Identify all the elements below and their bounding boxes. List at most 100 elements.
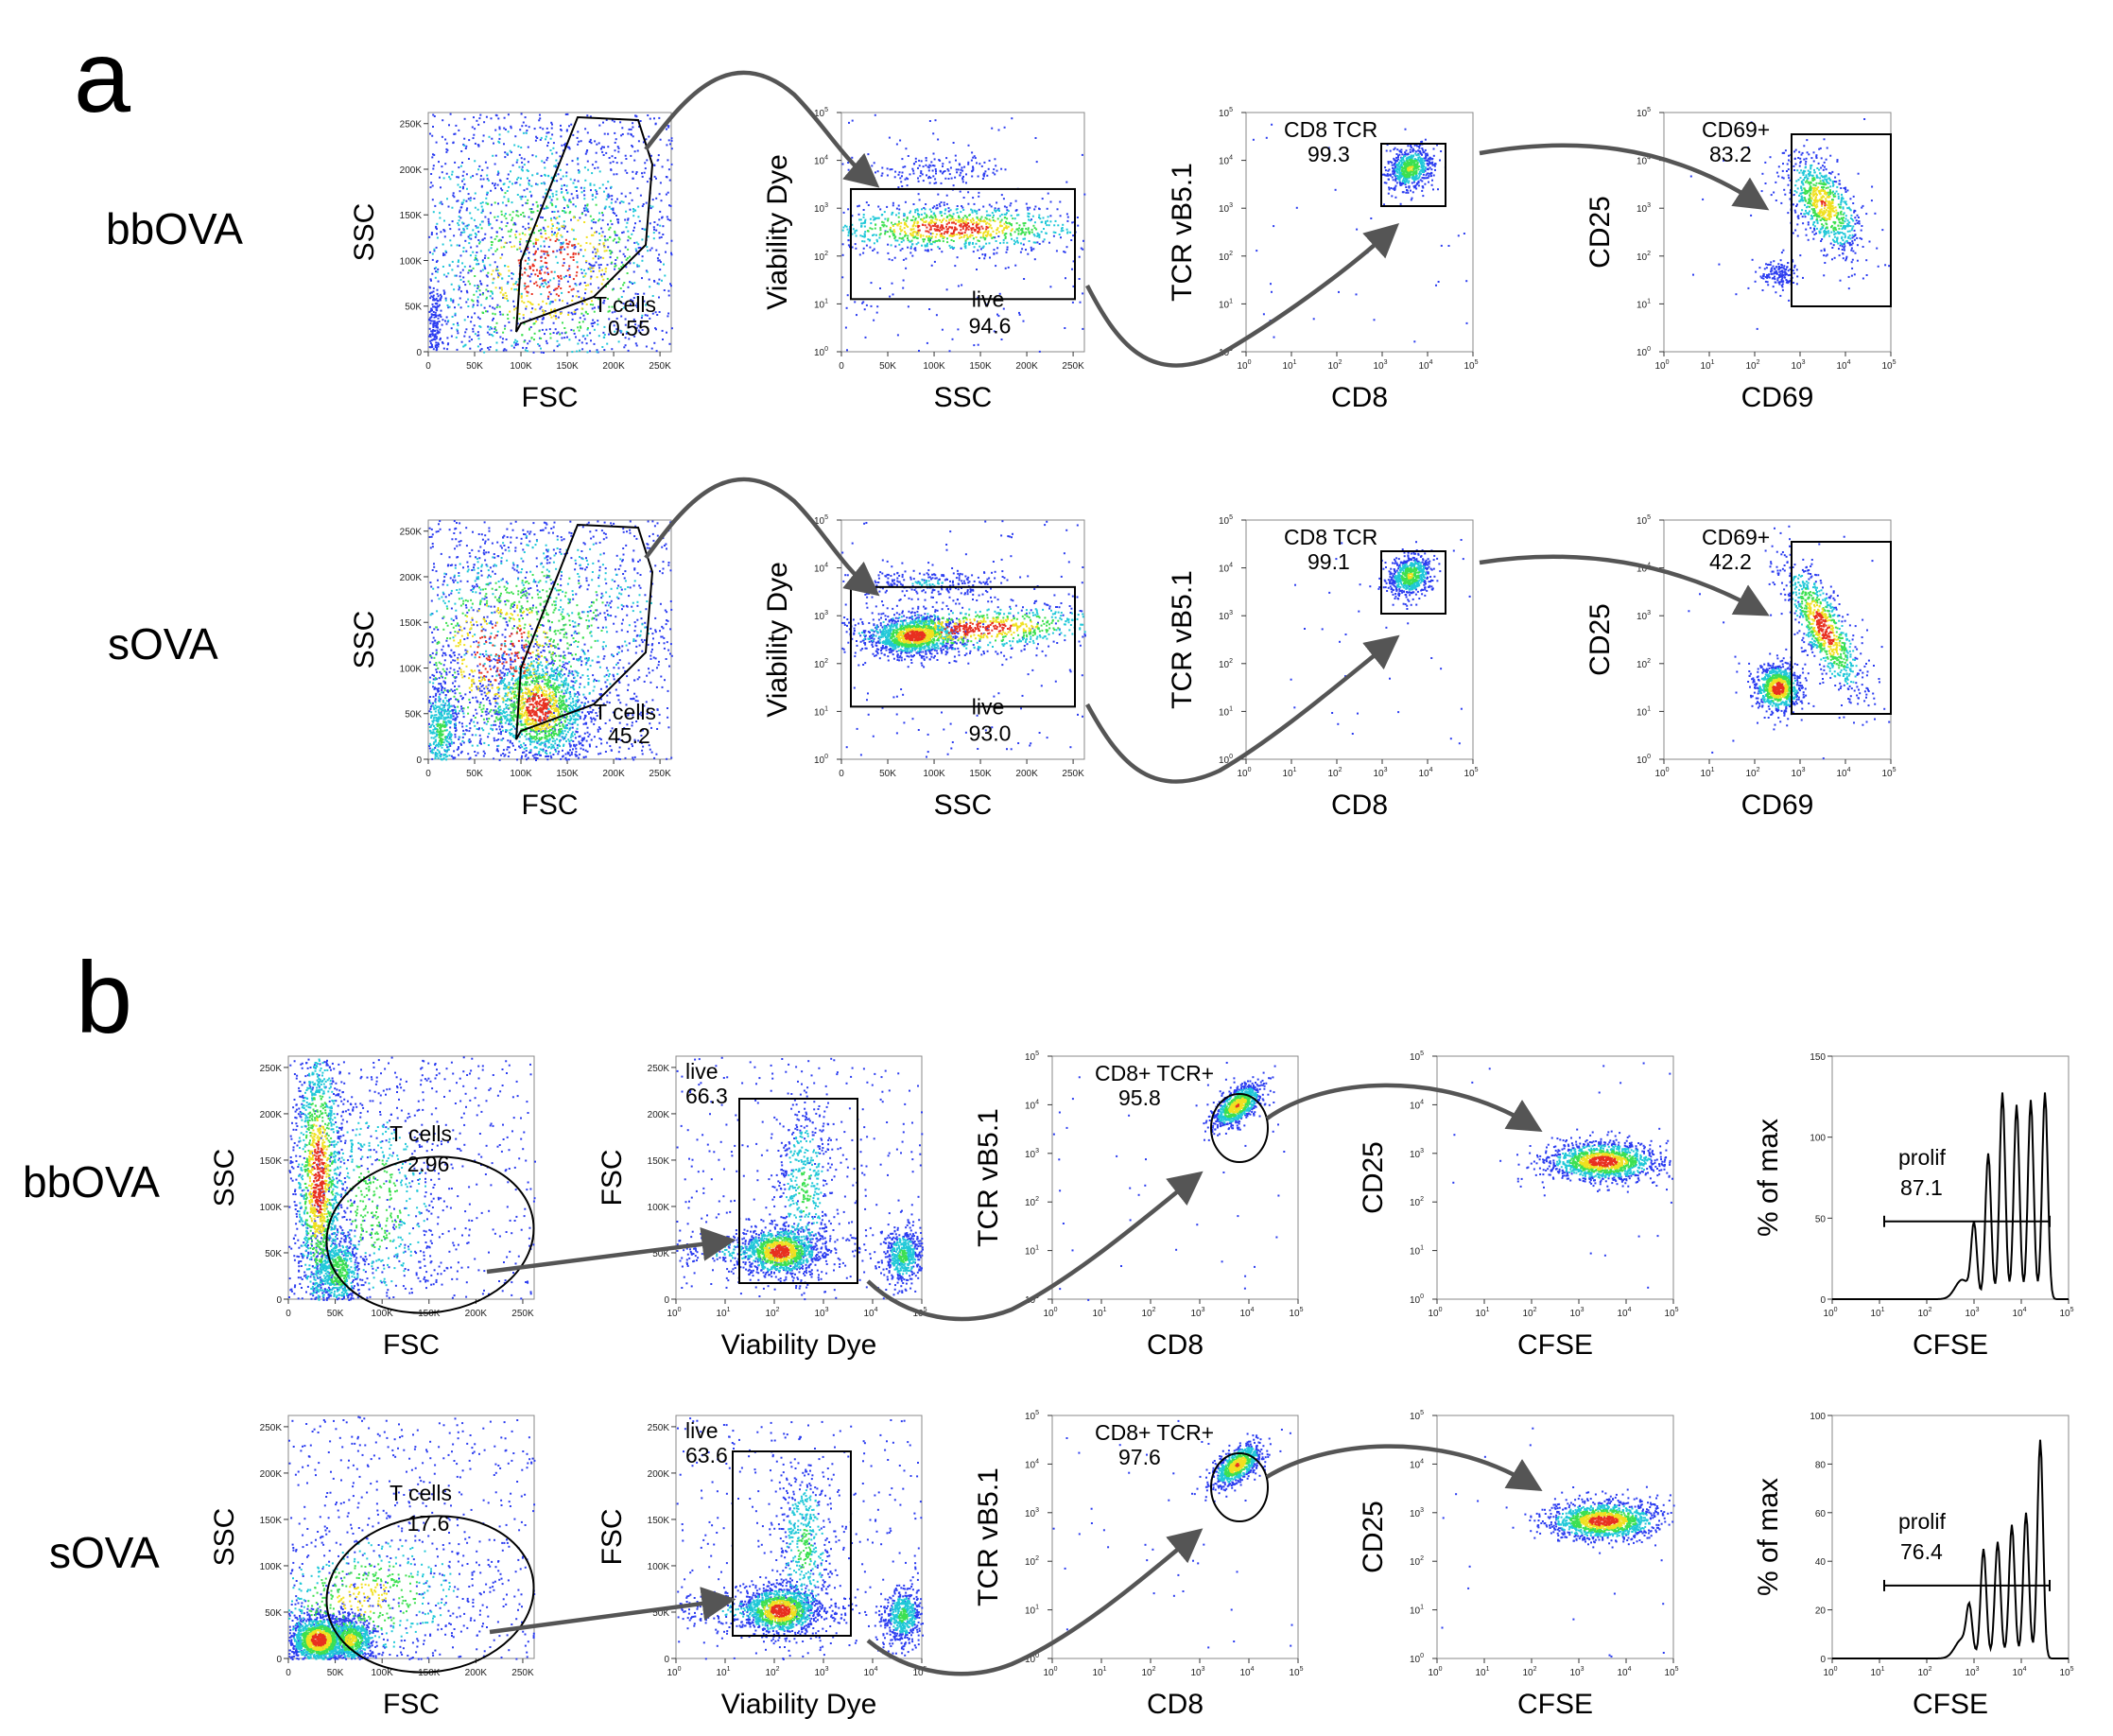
data-point bbox=[892, 204, 894, 207]
data-point bbox=[601, 218, 604, 221]
data-point bbox=[904, 178, 907, 181]
data-point bbox=[509, 149, 511, 152]
data-point bbox=[567, 311, 570, 314]
data-point bbox=[927, 165, 929, 168]
data-point bbox=[667, 159, 669, 162]
data-point bbox=[1831, 247, 1834, 249]
data-point bbox=[903, 218, 905, 221]
data-point bbox=[865, 201, 868, 204]
data-point bbox=[984, 170, 987, 173]
data-point bbox=[500, 187, 502, 190]
data-point bbox=[579, 325, 581, 328]
data-point bbox=[431, 199, 434, 201]
data-point bbox=[494, 326, 496, 329]
data-point bbox=[435, 141, 438, 144]
data-point bbox=[448, 305, 451, 308]
data-point bbox=[1030, 246, 1032, 249]
data-point bbox=[633, 226, 635, 229]
data-point bbox=[547, 285, 550, 287]
data-point bbox=[542, 128, 545, 130]
data-point bbox=[914, 211, 917, 214]
data-point bbox=[975, 236, 978, 238]
data-point bbox=[1069, 231, 1072, 234]
data-point bbox=[1829, 193, 1832, 196]
data-point bbox=[656, 257, 659, 260]
data-point bbox=[614, 237, 616, 240]
data-point bbox=[1789, 268, 1792, 270]
data-point bbox=[452, 141, 455, 144]
data-point bbox=[582, 207, 585, 210]
data-point bbox=[488, 135, 491, 138]
data-point bbox=[481, 208, 484, 211]
data-point bbox=[1735, 293, 1738, 296]
data-point bbox=[981, 253, 984, 256]
data-point bbox=[654, 327, 657, 330]
data-point bbox=[481, 201, 484, 204]
data-point bbox=[1407, 145, 1410, 148]
data-point bbox=[1807, 182, 1810, 184]
data-point bbox=[1844, 220, 1846, 223]
data-point bbox=[893, 256, 896, 259]
data-point bbox=[556, 287, 559, 290]
data-point bbox=[597, 250, 599, 252]
data-point bbox=[440, 297, 442, 299]
data-point bbox=[507, 198, 510, 200]
data-point bbox=[657, 283, 660, 286]
data-point bbox=[1761, 289, 1764, 291]
data-point bbox=[617, 236, 620, 239]
data-point bbox=[469, 197, 472, 200]
data-point bbox=[925, 230, 927, 233]
data-point bbox=[882, 225, 885, 228]
data-point bbox=[1841, 249, 1844, 251]
data-point bbox=[945, 228, 948, 231]
data-point bbox=[1803, 179, 1805, 182]
data-point bbox=[433, 330, 436, 332]
data-point bbox=[1463, 233, 1465, 234]
data-point bbox=[1386, 173, 1389, 176]
data-point bbox=[1765, 263, 1767, 266]
data-point bbox=[1392, 173, 1394, 175]
data-point bbox=[1844, 234, 1846, 237]
data-point bbox=[599, 256, 602, 259]
data-point bbox=[527, 177, 528, 180]
data-point bbox=[512, 346, 515, 349]
data-point bbox=[970, 227, 973, 230]
data-point bbox=[522, 131, 525, 134]
data-point bbox=[481, 238, 484, 241]
data-point bbox=[1009, 233, 1012, 235]
data-point bbox=[618, 238, 621, 241]
data-point bbox=[1817, 212, 1820, 215]
y-axis-label: Viability Dye bbox=[762, 154, 793, 310]
data-point bbox=[564, 142, 567, 145]
data-point bbox=[1689, 175, 1692, 178]
data-point bbox=[1795, 283, 1798, 286]
data-point bbox=[430, 330, 433, 333]
data-point bbox=[1409, 156, 1412, 159]
data-point bbox=[1411, 164, 1413, 166]
data-point bbox=[451, 173, 454, 176]
data-point bbox=[543, 310, 546, 313]
data-point bbox=[1072, 285, 1075, 287]
data-point bbox=[475, 235, 477, 238]
data-point bbox=[592, 251, 595, 253]
data-point bbox=[1787, 274, 1790, 277]
data-point bbox=[432, 314, 435, 316]
data-point bbox=[956, 211, 959, 214]
data-point bbox=[555, 235, 558, 238]
y-tick-label: 100K bbox=[400, 256, 423, 267]
data-point bbox=[529, 227, 532, 230]
data-point bbox=[1811, 179, 1814, 182]
data-point bbox=[1038, 234, 1041, 236]
data-point bbox=[1778, 267, 1781, 269]
data-point bbox=[1807, 221, 1810, 224]
data-point bbox=[1414, 175, 1417, 178]
data-point bbox=[971, 232, 974, 234]
data-point bbox=[984, 253, 987, 256]
data-point bbox=[960, 235, 962, 238]
data-point bbox=[637, 247, 640, 250]
data-point bbox=[610, 185, 613, 188]
data-point bbox=[506, 152, 509, 155]
data-point bbox=[653, 341, 656, 344]
data-point bbox=[980, 216, 983, 218]
data-point bbox=[527, 342, 529, 345]
